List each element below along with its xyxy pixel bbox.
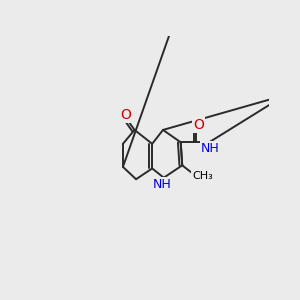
- Text: NH: NH: [153, 178, 172, 190]
- Text: NH: NH: [201, 142, 220, 155]
- Text: O: O: [193, 118, 204, 131]
- Text: O: O: [120, 107, 131, 122]
- Text: CH₃: CH₃: [192, 171, 213, 181]
